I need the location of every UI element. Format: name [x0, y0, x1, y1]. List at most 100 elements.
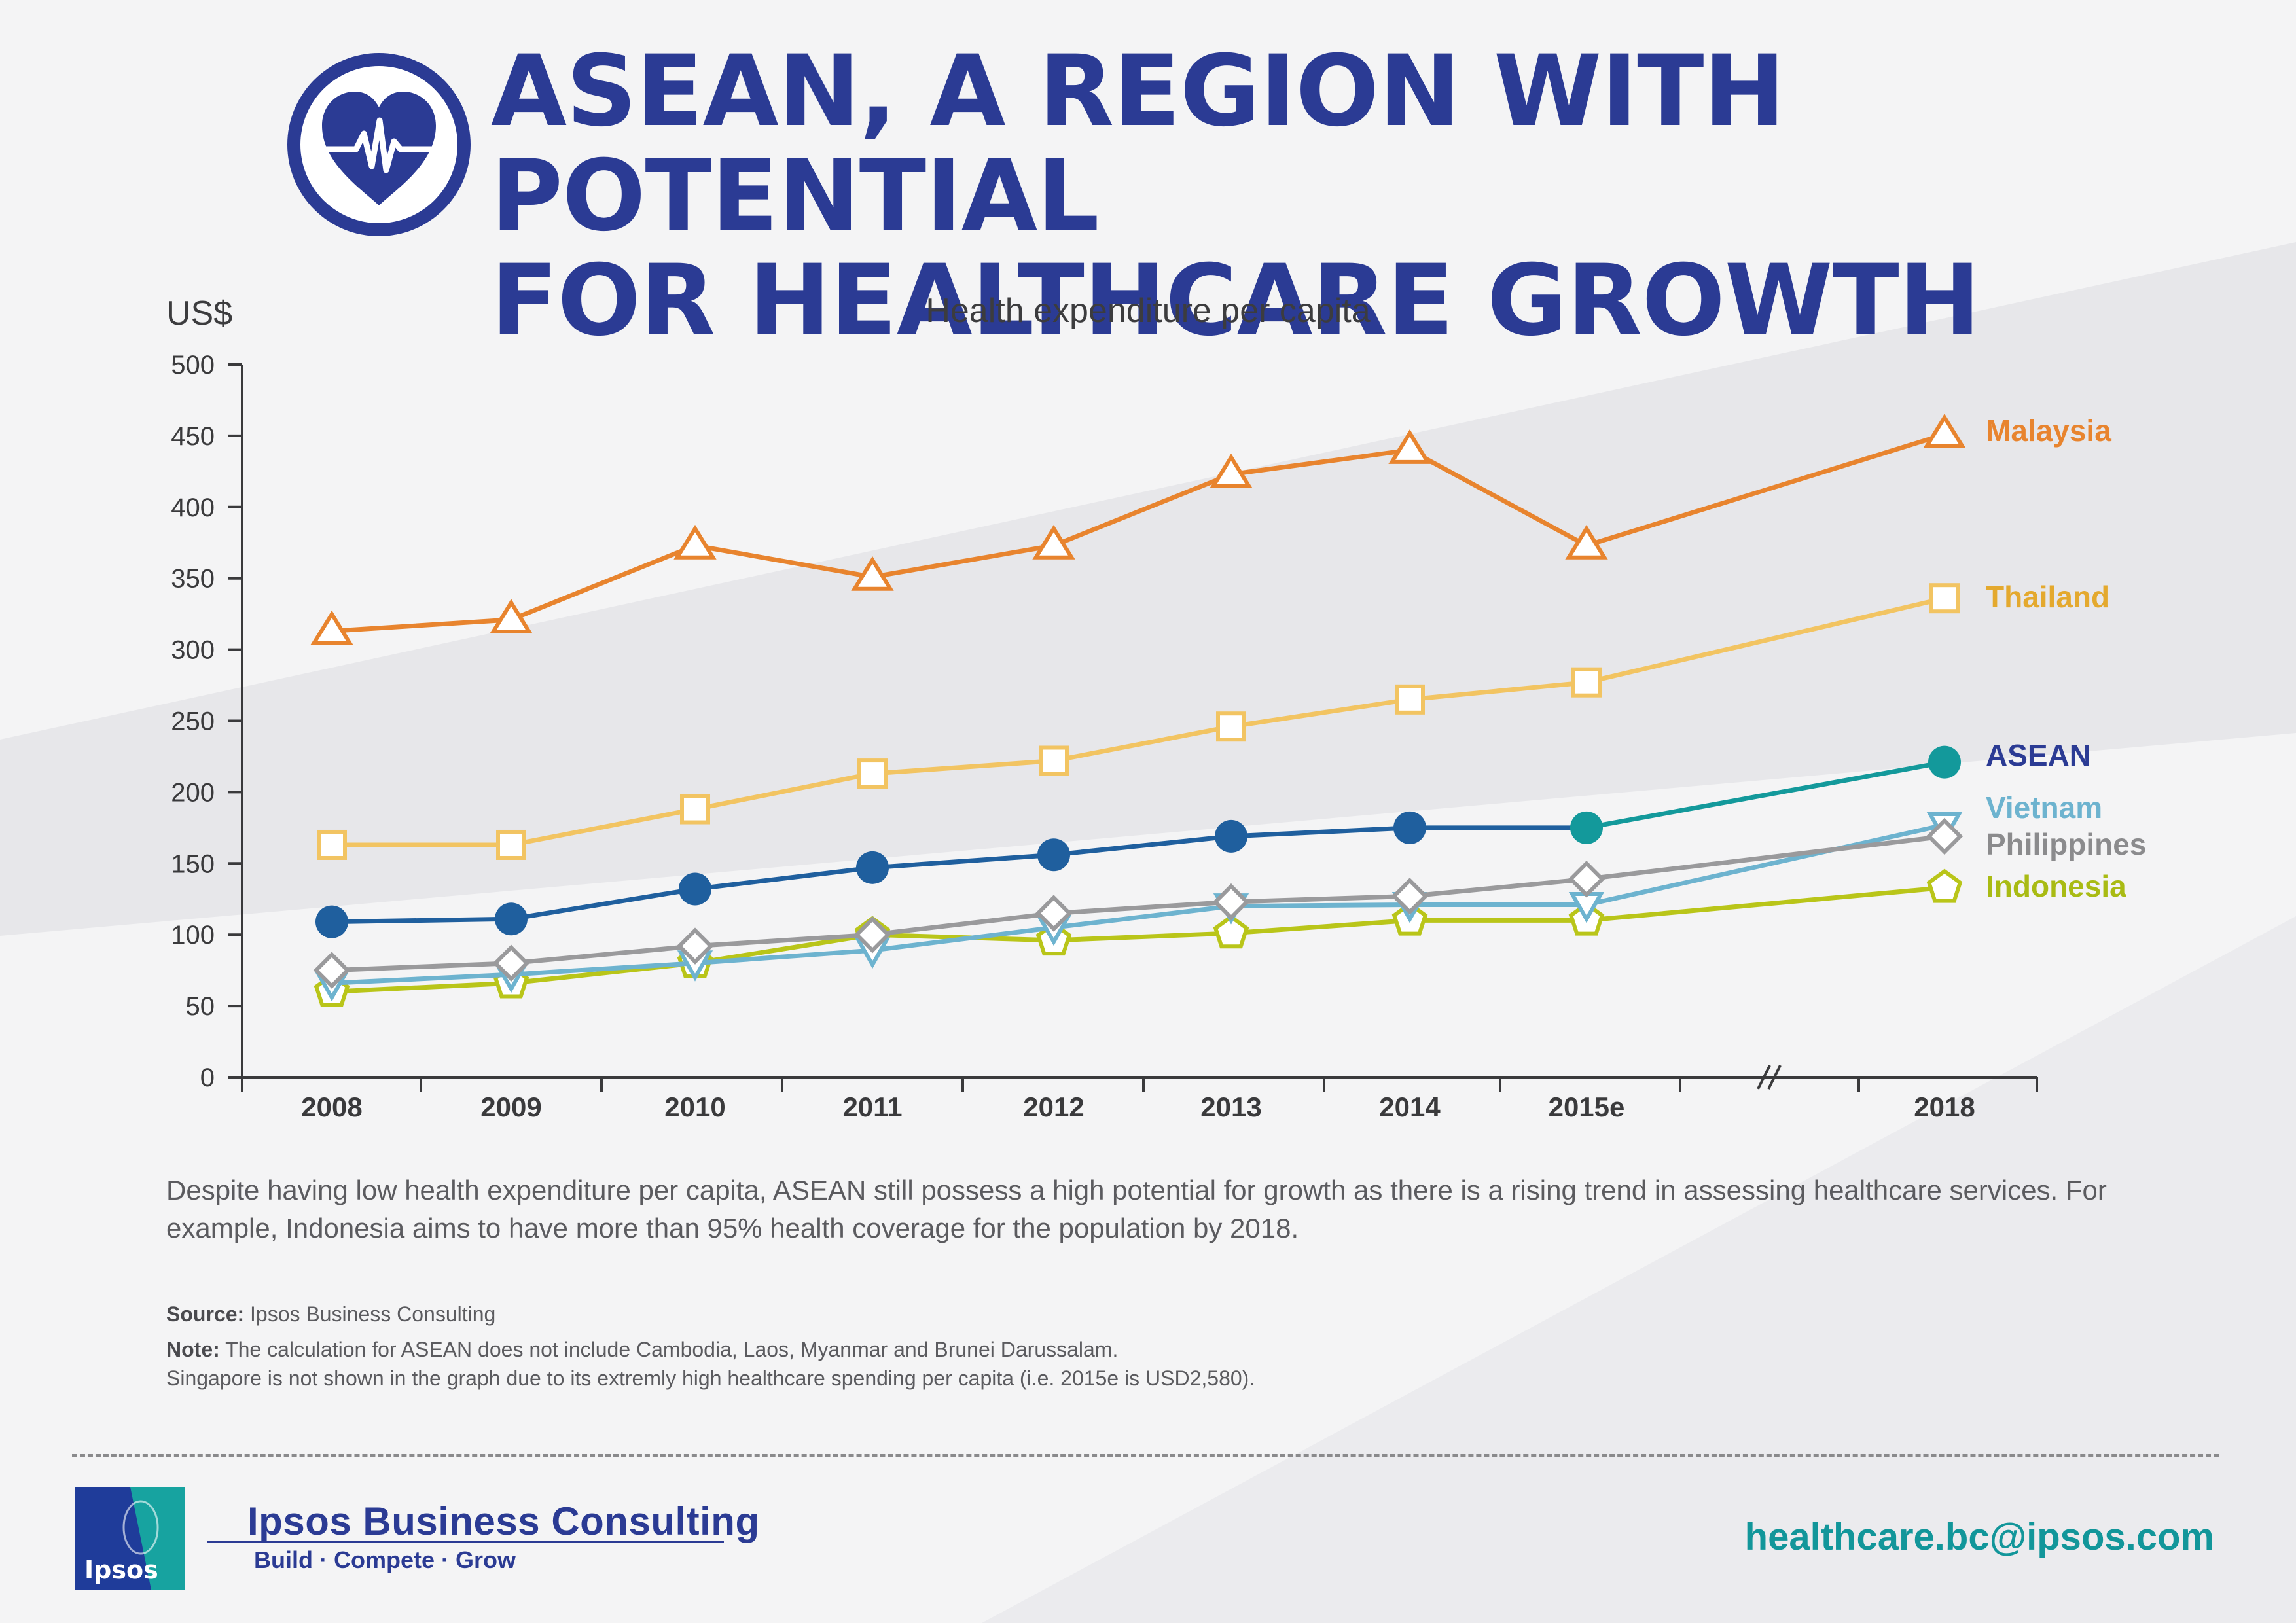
y-tick-label: 500	[171, 351, 215, 380]
vietnam-line-segment	[1051, 904, 1234, 930]
philippines-series	[329, 834, 1947, 973]
company-tagline: Build · Compete · Grow	[254, 1546, 516, 1573]
philippines-marker	[676, 927, 714, 965]
y-axis-unit: US$	[166, 294, 232, 332]
philippines-line-segment	[509, 944, 698, 966]
title-line-2: FOR HEALTHCARE GROWTH	[491, 244, 1981, 358]
y-tick-label: 350	[171, 565, 215, 594]
malaysia-marker	[673, 524, 717, 560]
malaysia-series	[329, 432, 1947, 633]
axis-break-mark	[1757, 1065, 1771, 1090]
contact-email[interactable]: healthcare.bc@ipsos.com	[1744, 1516, 2214, 1558]
thailand-line-segment	[1407, 680, 1589, 702]
note-label: Note:	[166, 1338, 220, 1361]
thailand-line-segment	[509, 807, 698, 847]
ipsos-logo: Ipsos	[75, 1487, 185, 1590]
malaysia-line-segment	[1051, 472, 1234, 548]
note-line-2: Singapore is not shown in the graph due …	[166, 1366, 1255, 1390]
asean-line-segment	[1584, 760, 1947, 830]
y-tick-label: 50	[186, 992, 215, 1021]
malaysia-line-segment	[870, 543, 1056, 580]
indonesia-marker	[1926, 868, 1963, 903]
x-tick-label: 2011	[842, 1092, 902, 1122]
y-tick-label: 450	[171, 422, 215, 451]
note-text: The calculation for ASEAN does not inclu…	[219, 1338, 1119, 1361]
malaysia-line-segment	[692, 543, 875, 580]
y-tick-label: 400	[171, 493, 215, 522]
malaysia-marker	[1032, 524, 1075, 560]
x-tick-label: 2013	[1200, 1092, 1261, 1122]
y-tick-label: 0	[200, 1063, 215, 1092]
x-tick-label: 2015e	[1549, 1092, 1625, 1122]
heart-pulse-icon	[287, 53, 471, 236]
philippines-line-segment	[870, 911, 1056, 937]
thailand-marker	[1216, 711, 1246, 742]
company-underline	[207, 1541, 724, 1543]
thailand-marker	[317, 829, 347, 860]
malaysia-line-segment	[509, 543, 698, 622]
thailand-marker	[1395, 684, 1425, 715]
asean-line-segment	[509, 887, 698, 921]
chart-description: Despite having low health expenditure pe…	[166, 1175, 2107, 1243]
asean-marker	[315, 905, 348, 938]
x-tick-label: 2008	[301, 1092, 362, 1122]
malaysia-marker	[310, 610, 353, 645]
asean-marker	[495, 902, 528, 936]
malaysia-line-segment	[329, 617, 514, 633]
y-tick-label: 300	[171, 636, 215, 665]
indonesia-marker	[1213, 914, 1249, 949]
asean-line-segment	[870, 852, 1056, 870]
malaysia-marker	[1210, 453, 1253, 488]
thailand-marker	[1571, 667, 1602, 698]
asean-line-segment	[1051, 834, 1234, 857]
chart-title: Health expenditure per capita	[925, 292, 1370, 330]
vietnam-line-segment	[870, 925, 1056, 953]
thailand-marker	[496, 829, 526, 860]
philippines-line-segment	[1584, 834, 1947, 882]
vietnam-label: Vietnam	[1986, 791, 2102, 825]
company-name: Ipsos Business Consulting	[247, 1499, 760, 1543]
asean-line-segment	[1229, 825, 1412, 839]
y-tick-label: 100	[171, 921, 215, 950]
thailand-line-segment	[1229, 697, 1412, 729]
indonesia-label: Indonesia	[1986, 869, 2126, 903]
malaysia-label: Malaysia	[1986, 414, 2111, 448]
malaysia-marker	[1565, 524, 1608, 560]
vietnam-line-segment	[329, 972, 514, 986]
note-line: Note: The calculation for ASEAN does not…	[166, 1335, 2195, 1364]
source-label: Source:	[166, 1302, 245, 1326]
asean-marker	[679, 872, 711, 906]
thailand-series	[329, 596, 1947, 847]
philippines-line-segment	[329, 961, 514, 973]
thailand-marker	[1929, 583, 1960, 614]
thailand-label: Thailand	[1986, 580, 2109, 614]
indonesia-line-segment	[692, 932, 875, 966]
malaysia-marker	[1923, 414, 1966, 448]
asean-marker	[1037, 838, 1070, 872]
ipsos-logo-text: Ipsos	[84, 1556, 158, 1584]
indonesia-series	[329, 885, 1947, 994]
thailand-line-segment	[692, 771, 875, 812]
asean-line-segment	[692, 865, 875, 892]
indonesia-line-segment	[1584, 885, 1947, 923]
asean-marker	[1393, 811, 1426, 844]
asean-line-segment	[329, 916, 514, 925]
asean-label: ASEAN	[1986, 738, 2091, 772]
page-title: ASEAN, A REGION WITH POTENTIAL FOR HEALT…	[491, 39, 2258, 353]
asean-marker	[1570, 811, 1603, 844]
indonesia-line-segment	[1229, 918, 1412, 936]
source-text: Ipsos Business Consulting	[244, 1302, 496, 1326]
vietnam-line-segment	[692, 948, 875, 966]
indonesia-line-segment	[329, 980, 514, 994]
philippines-marker	[1391, 878, 1429, 915]
thailand-marker	[857, 758, 888, 789]
philippines-marker	[1212, 883, 1250, 921]
malaysia-line-segment	[1584, 432, 1947, 548]
philippines-marker	[313, 952, 351, 989]
asean-marker	[856, 851, 889, 884]
indonesia-line-segment	[1051, 931, 1234, 943]
philippines-line-segment	[1407, 876, 1589, 899]
malaysia-line-segment	[1229, 448, 1412, 477]
y-tick-label: 250	[171, 707, 215, 736]
